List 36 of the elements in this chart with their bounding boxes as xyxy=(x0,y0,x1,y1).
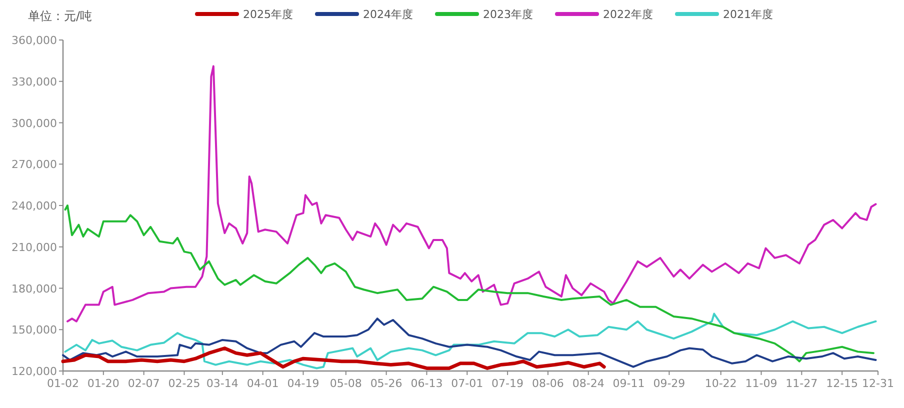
legend-label: 2021年度 xyxy=(723,8,773,21)
y-tick-label: 210,000 xyxy=(12,240,57,254)
x-tick-label: 08-06 xyxy=(532,377,564,390)
x-tick-label: 12-15 xyxy=(826,377,858,390)
x-tick-label: 08-24 xyxy=(572,377,604,390)
x-tick-label: 09-29 xyxy=(653,377,686,390)
y-tick-label: 330,000 xyxy=(12,75,57,88)
x-tick-label: 02-25 xyxy=(168,377,200,390)
y-tick-label: 360,000 xyxy=(12,34,57,47)
legend-label: 2024年度 xyxy=(363,8,413,21)
x-tick-label: 06-13 xyxy=(410,377,443,390)
x-tick-label: 07-19 xyxy=(492,377,524,390)
x-tick-label: 04-01 xyxy=(246,377,279,390)
x-tick-label: 11-27 xyxy=(786,377,818,390)
y-axis-title: 单位：元/吨 xyxy=(28,9,92,23)
legend-label: 2023年度 xyxy=(483,8,533,21)
x-tick-label: 09-11 xyxy=(612,377,645,390)
x-tick-label: 03-14 xyxy=(206,377,238,390)
x-tick-label: 05-26 xyxy=(370,377,402,390)
y-tick-label: 300,000 xyxy=(12,116,57,130)
x-tick-label: 10-22 xyxy=(704,377,737,390)
x-tick-label: 02-07 xyxy=(128,377,160,390)
y-tick-label: 240,000 xyxy=(12,200,57,212)
y-tick-label: 120,000 xyxy=(12,365,57,378)
x-tick-label: 11-09 xyxy=(745,377,778,390)
y-tick-label: 180,000 xyxy=(12,282,57,296)
x-tick-label: 04-19 xyxy=(287,377,320,390)
y-tick-label: 150,000 xyxy=(12,324,57,337)
x-tick-label: 05-08 xyxy=(330,377,362,390)
x-tick-label: 07-01 xyxy=(451,377,484,390)
legend-label: 2025年度 xyxy=(243,8,293,21)
legend-label: 2022年度 xyxy=(603,8,653,21)
y-tick-label: 270,000 xyxy=(12,158,57,172)
x-tick-label: 12-31 xyxy=(862,377,894,390)
x-tick-label: 01-02 xyxy=(47,377,79,390)
x-tick-label: 01-20 xyxy=(87,377,120,390)
